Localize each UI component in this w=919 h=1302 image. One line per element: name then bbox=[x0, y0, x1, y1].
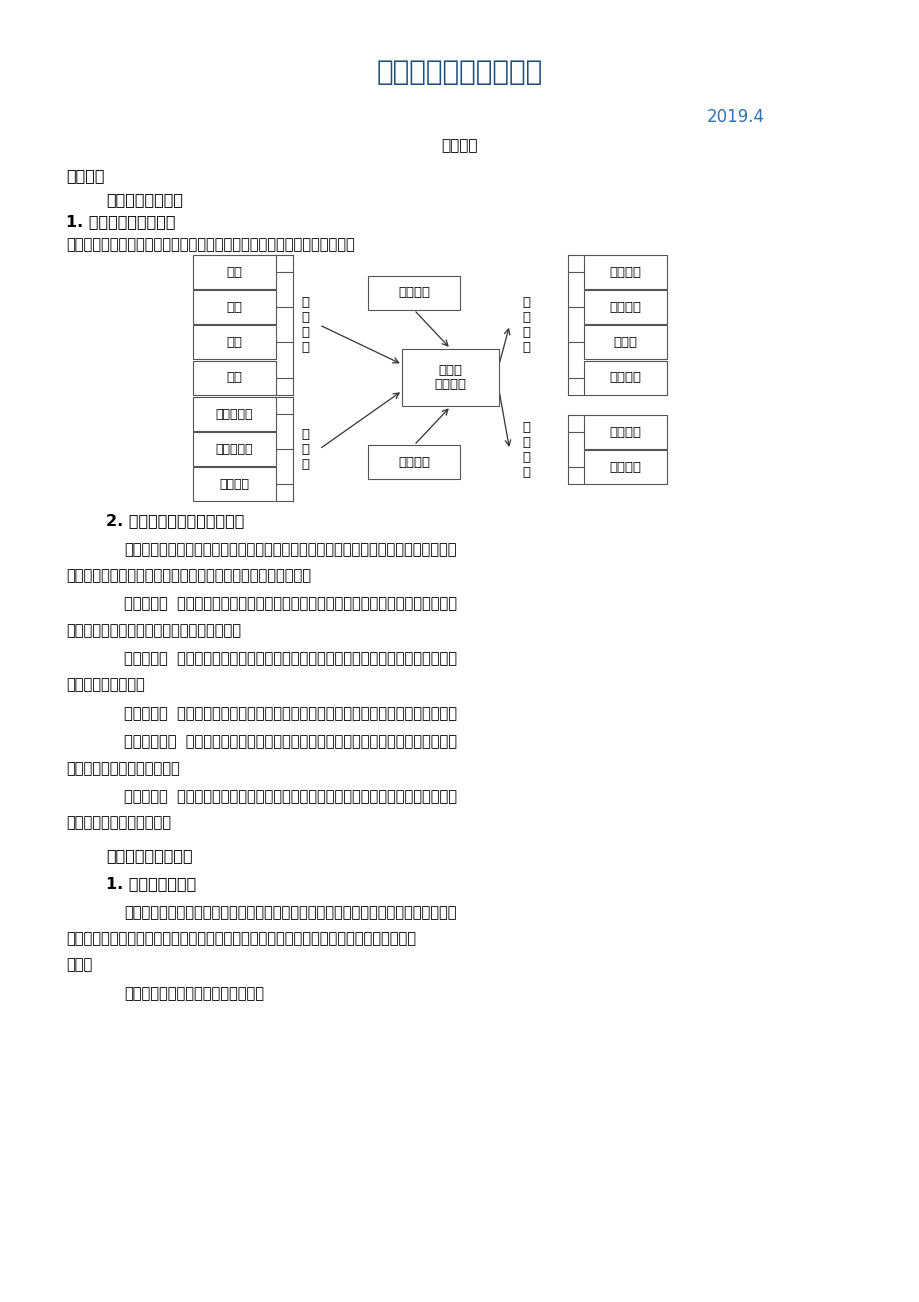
Text: 程度。: 程度。 bbox=[66, 957, 93, 973]
Text: 近年来，科学技术进步很快，工业的区位选择越来越重视科学技术因素。例如，由于交: 近年来，科学技术进步很快，工业的区位选择越来越重视科学技术因素。例如，由于交 bbox=[124, 905, 456, 921]
Bar bbox=[584, 415, 666, 449]
Text: 课堂互动: 课堂互动 bbox=[441, 138, 478, 154]
Bar bbox=[584, 361, 666, 395]
Text: 近原料地: 近原料地 bbox=[609, 266, 641, 279]
Text: 自
然
条
件: 自 然 条 件 bbox=[301, 296, 309, 354]
Bar bbox=[584, 450, 666, 484]
Text: 最新地理精品教学资料: 最新地理精品教学资料 bbox=[377, 57, 542, 86]
Text: 水源: 水源 bbox=[226, 301, 243, 314]
Bar bbox=[584, 326, 666, 359]
Text: 知识、技术: 知识、技术 bbox=[216, 443, 253, 456]
Text: 影响工业的区位因素主要有自然条件、社会经济条件等多个方面，如下图：: 影响工业的区位因素主要有自然条件、社会经济条件等多个方面，如下图： bbox=[66, 237, 355, 253]
Bar bbox=[193, 290, 276, 324]
Text: 劳动力指向型  需要投入大量劳动力的工业，例如服装工业、电子装配工业等，应接近: 劳动力指向型 需要投入大量劳动力的工业，例如服装工业、电子装配工业等，应接近 bbox=[124, 734, 457, 750]
Text: 市场指向型  产品不便于长途运输或运输产品成本较高的工业，例如啤酒厂、家具制造: 市场指向型 产品不便于长途运输或运输产品成本较高的工业，例如啤酒厂、家具制造 bbox=[124, 651, 457, 667]
Text: 也就不一样。因此，区位选择时需要考虑的主导因素各不相同。: 也就不一样。因此，区位选择时需要考虑的主导因素各不相同。 bbox=[66, 568, 311, 583]
Text: 原料指向型  原料不便于长途运输或运输原料成本较高的工业、如制糖工业、水产品加: 原料指向型 原料不便于长途运输或运输原料成本较高的工业、如制糖工业、水产品加 bbox=[124, 596, 457, 612]
Text: 社
会
需
要: 社 会 需 要 bbox=[522, 421, 529, 479]
Text: 不同的工业部门，其生产过程和生产特点不同，生产投入的要素不同，生产成本的构成: 不同的工业部门，其生产过程和生产特点不同，生产投入的要素不同，生产成本的构成 bbox=[124, 542, 456, 557]
Text: 工业的
区位因素: 工业的 区位因素 bbox=[435, 363, 466, 392]
Bar bbox=[193, 255, 276, 289]
Text: 工业、水果罐头加工业等，应接近原料产地。: 工业、水果罐头加工业等，应接近原料产地。 bbox=[66, 622, 241, 638]
Text: 交通运输: 交通运输 bbox=[609, 371, 641, 384]
Text: 一、工业区位因素: 一、工业区位因素 bbox=[106, 191, 183, 207]
Bar bbox=[584, 255, 666, 289]
Bar bbox=[584, 290, 666, 324]
Text: 近市场: 近市场 bbox=[613, 336, 637, 349]
Text: 具有大量廉价劳动力的地方。: 具有大量廉价劳动力的地方。 bbox=[66, 760, 180, 776]
Text: 动力指向型  需要消耗大量能量的工业，例如电解铝工业等，应接近火电厂或水电站。: 动力指向型 需要消耗大量能量的工业，例如电解铝工业等，应接近火电厂或水电站。 bbox=[124, 706, 457, 721]
Bar bbox=[193, 397, 276, 431]
Bar bbox=[193, 326, 276, 359]
Bar bbox=[403, 349, 498, 406]
Text: 技术指向型  技术要求高的工业，例如飞机、集成电路、精密仪表等工业，应接近高等: 技术指向型 技术要求高的工业，例如飞机、集成电路、精密仪表等工业，应接近高等 bbox=[124, 789, 457, 805]
Text: 近燃料地: 近燃料地 bbox=[609, 301, 641, 314]
Text: 通和科技的发展，一些原料导向型工业的区位选择，降低了对原料、动力等区位因素的依赖: 通和科技的发展，一些原料导向型工业的区位选择，降低了对原料、动力等区位因素的依赖 bbox=[66, 931, 415, 947]
Bar bbox=[193, 467, 276, 501]
Bar bbox=[368, 276, 460, 310]
Text: 二、工业区位的选择: 二、工业区位的选择 bbox=[106, 848, 192, 863]
Text: 1. 影响工业的区位因素: 1. 影响工业的区位因素 bbox=[66, 214, 176, 229]
Text: 文化环境: 文化环境 bbox=[609, 461, 641, 474]
Text: 原料: 原料 bbox=[226, 336, 243, 349]
Bar bbox=[368, 445, 460, 479]
Text: 教育和科学技术发达地区。: 教育和科学技术发达地区。 bbox=[66, 815, 171, 831]
Text: 厂等，应接近市场。: 厂等，应接近市场。 bbox=[66, 677, 145, 693]
Text: 土地: 土地 bbox=[226, 266, 243, 279]
Text: 三点剖析: 三点剖析 bbox=[66, 168, 105, 184]
Text: 政策环境: 政策环境 bbox=[609, 426, 641, 439]
Text: 科学技术: 科学技术 bbox=[398, 286, 429, 299]
Text: 劳
动
力: 劳 动 力 bbox=[301, 427, 309, 471]
Text: 1. 区位因素的变化: 1. 区位因素的变化 bbox=[106, 876, 196, 892]
Bar bbox=[193, 361, 276, 395]
Bar bbox=[193, 432, 276, 466]
Text: 工资水平: 工资水平 bbox=[220, 478, 249, 491]
Text: 2019.4: 2019.4 bbox=[706, 108, 765, 126]
Text: 能源: 能源 bbox=[226, 371, 243, 384]
Text: 2. 主导因素对区位选择的影响: 2. 主导因素对区位选择的影响 bbox=[106, 513, 244, 529]
Text: 环境需要: 环境需要 bbox=[398, 456, 429, 469]
Text: 数量、体力: 数量、体力 bbox=[216, 408, 253, 421]
Text: 钢铁工业主导因素的变化，如下图：: 钢铁工业主导因素的变化，如下图： bbox=[124, 986, 264, 1001]
Text: 经
济
因
素: 经 济 因 素 bbox=[522, 296, 529, 354]
